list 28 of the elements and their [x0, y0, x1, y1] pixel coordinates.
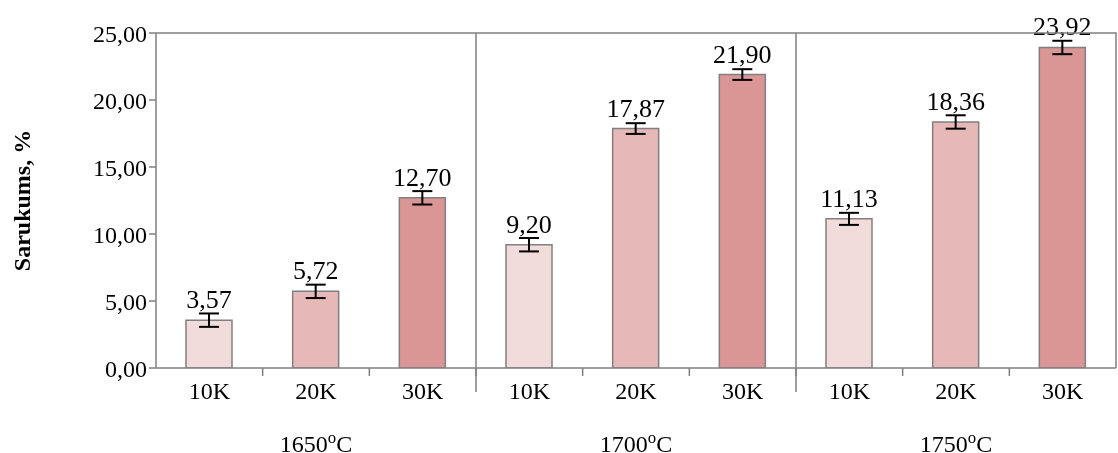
y-axis-title: Sarukums, %	[8, 129, 35, 272]
data-label: 17,87	[606, 93, 665, 123]
y-tick-label: 15,00	[93, 154, 147, 181]
x-tick-label: 10K	[188, 378, 231, 405]
y-tick-label: 5,00	[105, 288, 147, 315]
data-label: 11,13	[820, 183, 878, 213]
x-tick-label: 20K	[295, 378, 338, 405]
x-tick-label: 30K	[1041, 378, 1084, 405]
x-tick-label: 20K	[935, 378, 978, 405]
data-label: 9,20	[506, 209, 552, 239]
x-tick-label: 20K	[615, 378, 658, 405]
x-tick-label: 30K	[721, 378, 764, 405]
data-label: 18,36	[926, 86, 985, 116]
text: 1700$^{o}$C	[599, 427, 673, 453]
data-label: 21,90	[713, 39, 772, 69]
data-label: 5,72	[292, 256, 339, 286]
x-tick-label: 10K	[828, 378, 871, 405]
text: 1750$^{o}$C	[919, 427, 993, 453]
x-tick-label: 10K	[508, 378, 551, 405]
y-tick-label: 25,00	[93, 20, 147, 47]
data-label: 23,92	[1033, 12, 1092, 42]
text: 1650$^{o}$C	[279, 427, 353, 453]
data-label: 12,70	[393, 162, 452, 192]
y-tick-label: 10,00	[93, 221, 147, 248]
y-tick-label: 20,00	[93, 87, 147, 114]
data-label: 3,57	[186, 285, 232, 315]
x-tick-label: 30K	[401, 378, 444, 405]
y-tick-label: 0,00	[105, 355, 147, 382]
